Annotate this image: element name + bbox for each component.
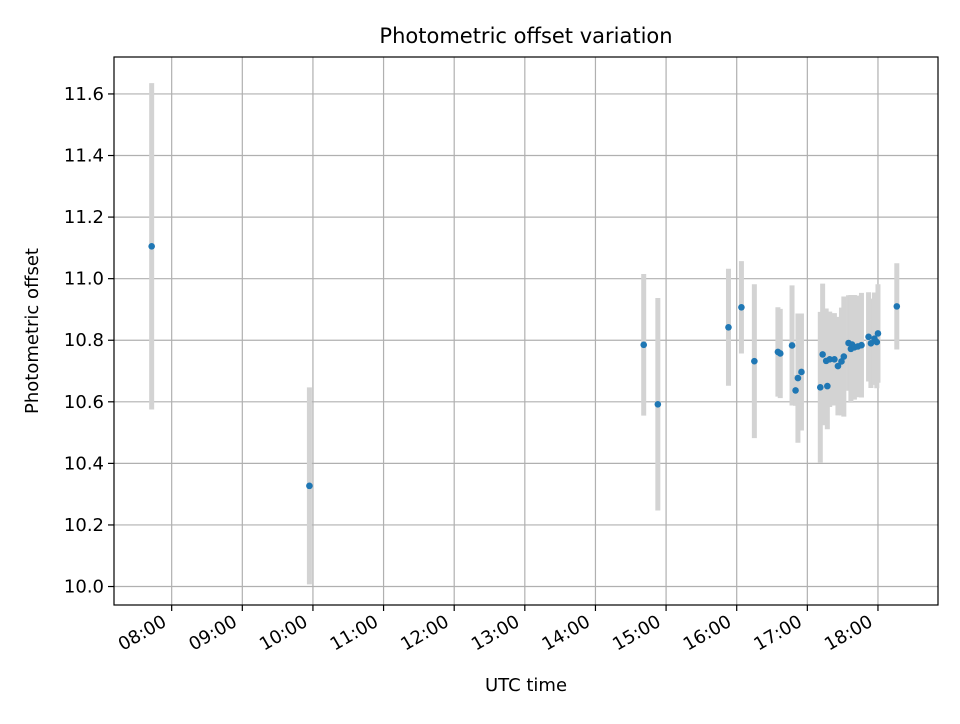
data-point: [819, 351, 826, 358]
y-tick-label: 11.2: [64, 207, 104, 228]
data-point: [874, 330, 882, 337]
y-tick-label: 11.0: [64, 269, 104, 290]
data-point: [824, 382, 831, 390]
data-point: [148, 243, 155, 250]
data-point: [654, 400, 662, 408]
chart-title: Photometric offset variation: [379, 24, 672, 48]
plot-frame: [113, 56, 939, 606]
y-tick-label: 11.4: [64, 146, 104, 167]
data-point: [306, 482, 313, 490]
data-point: [826, 356, 834, 363]
grid-layer: [114, 57, 938, 605]
y-tick-label: 10.8: [64, 330, 104, 351]
y-tick-label: 10.2: [64, 515, 104, 536]
data-point: [794, 374, 802, 382]
data-point: [893, 303, 901, 310]
data-point: [840, 353, 848, 360]
data-point: [834, 362, 842, 370]
data-point: [725, 324, 732, 331]
y-tick-label: 11.6: [64, 84, 104, 105]
data-point: [865, 333, 872, 341]
data-point: [640, 341, 648, 349]
data-point: [738, 303, 745, 311]
y-axis-ticks: 10.0 10.2 10.4 10.6 10.8 11.0 11.2 11.4 11.6: [64, 84, 114, 598]
data-point: [776, 350, 784, 357]
data-point: [873, 338, 881, 346]
data-point: [751, 357, 758, 365]
data-point: [798, 368, 805, 376]
x-axis-label: UTC time: [485, 675, 567, 696]
data-point: [816, 384, 824, 391]
y-tick-label: 10.6: [64, 392, 104, 413]
data-point: [867, 340, 875, 347]
y-axis-label: Photometric offset: [22, 248, 43, 414]
data-point: [792, 387, 799, 394]
y-tick-label: 10.4: [64, 453, 104, 474]
data-point: [788, 342, 796, 349]
marker-layer: [148, 243, 901, 490]
y-tick-label: 10.0: [64, 577, 104, 598]
data-point: [831, 356, 838, 363]
data-point: [838, 358, 845, 365]
data-point: [858, 341, 865, 349]
